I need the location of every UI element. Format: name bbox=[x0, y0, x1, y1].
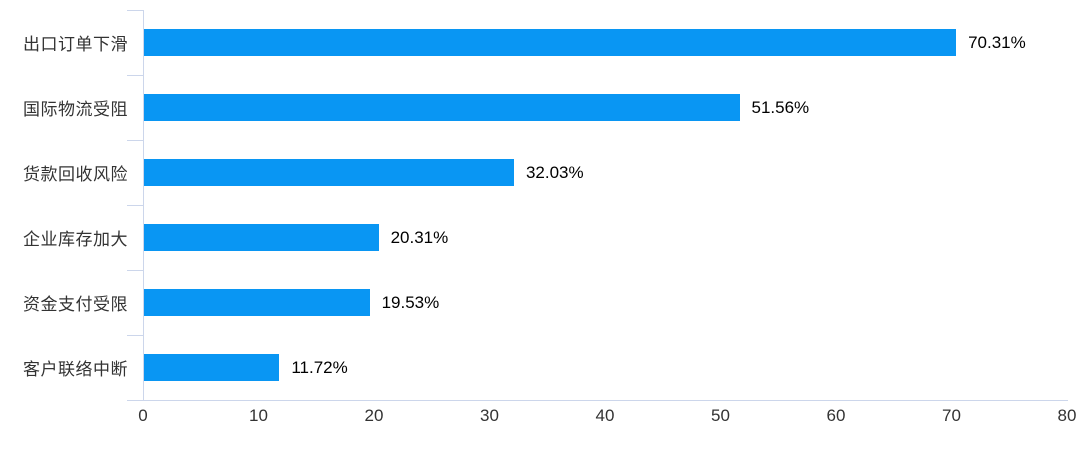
bar-row: 51.56% bbox=[144, 75, 1068, 140]
category-label: 货款回收风险 bbox=[23, 165, 128, 184]
bar-row: 70.31% bbox=[144, 10, 1068, 75]
y-axis-tick bbox=[127, 75, 144, 76]
bar bbox=[144, 159, 514, 186]
x-axis-tick-label: 50 bbox=[711, 406, 730, 425]
bar-row: 32.03% bbox=[144, 140, 1068, 205]
y-axis-tick bbox=[127, 335, 144, 336]
category-label: 资金支付受限 bbox=[23, 295, 128, 314]
y-axis-tick bbox=[127, 10, 144, 11]
bar-value-label: 20.31% bbox=[390, 227, 449, 247]
y-axis-tick bbox=[127, 140, 144, 141]
bar-row: 11.72% bbox=[144, 335, 1068, 400]
category-label: 国际物流受阻 bbox=[23, 100, 128, 119]
x-axis-tick-label: 70 bbox=[942, 406, 961, 425]
category-label: 出口订单下滑 bbox=[23, 35, 128, 54]
x-axis-tick-label: 60 bbox=[826, 406, 846, 425]
category-label: 企业库存加大 bbox=[23, 230, 128, 249]
y-axis-category-labels: 出口订单下滑 国际物流受阻 货款回收风险 企业库存加大 资金支付受限 客户联络中断 bbox=[0, 10, 128, 400]
x-axis-tick-label: 20 bbox=[364, 406, 384, 425]
bar-value-label: 11.72% bbox=[291, 357, 348, 377]
bar bbox=[144, 94, 740, 121]
bar bbox=[144, 224, 379, 251]
x-axis-tick-label: 0 bbox=[138, 406, 148, 425]
bar bbox=[144, 289, 370, 316]
x-axis-tick-label: 10 bbox=[249, 406, 268, 425]
category-label: 客户联络中断 bbox=[23, 360, 128, 379]
x-axis-tick-label: 40 bbox=[595, 406, 615, 425]
x-axis-tick-label: 80 bbox=[1057, 406, 1077, 425]
bar bbox=[144, 354, 280, 381]
y-axis-tick bbox=[127, 205, 144, 206]
y-axis-tick bbox=[127, 270, 144, 271]
bar-row: 20.31% bbox=[144, 205, 1068, 270]
bar-value-label: 51.56% bbox=[751, 97, 810, 117]
bar bbox=[144, 29, 957, 56]
x-axis-tick-label: 30 bbox=[480, 406, 499, 425]
bar-value-label: 32.03% bbox=[525, 162, 584, 182]
bar-row: 19.53% bbox=[144, 270, 1068, 335]
y-axis-tick bbox=[127, 400, 144, 401]
x-axis-tick-labels: 0 10 20 30 40 50 60 70 80 bbox=[138, 406, 1076, 430]
bar-value-label: 70.31% bbox=[968, 32, 1026, 52]
bar-value-label: 19.53% bbox=[381, 292, 440, 312]
plot-area: 70.31% 51.56% 32.03% 20.31% 19.53% 11.72% bbox=[127, 10, 1068, 401]
